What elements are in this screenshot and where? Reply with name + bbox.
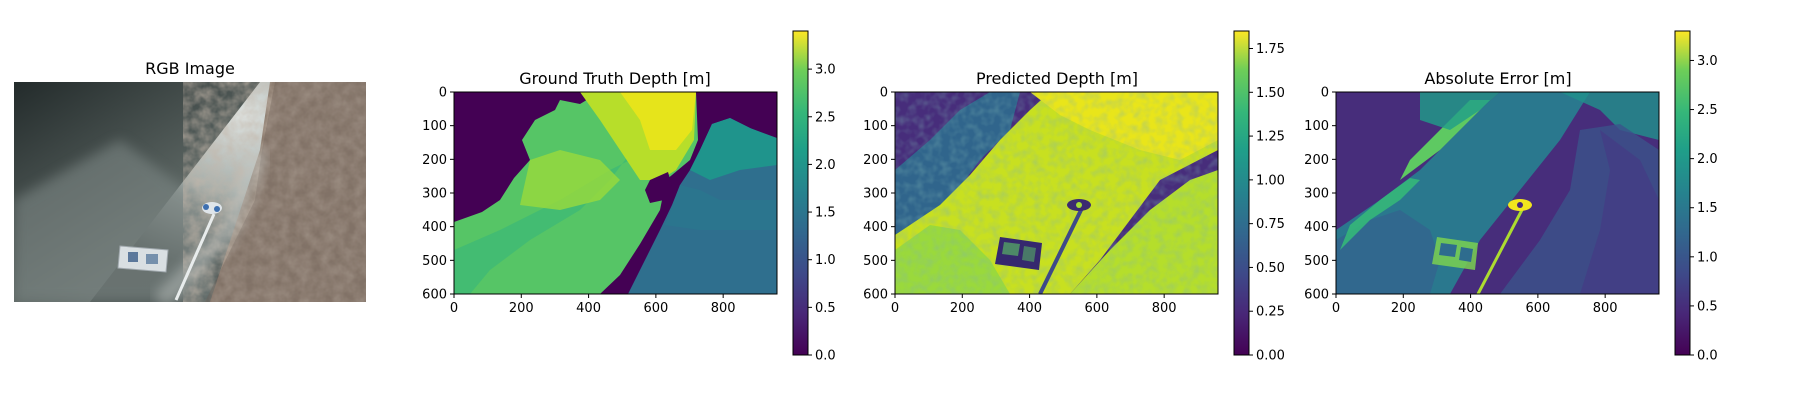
ground-truth-colorbar-tick-label: 2.0 [815, 158, 836, 173]
ground-truth-x-tick-label: 0 [450, 301, 458, 316]
predicted-y-tick-label: 600 [863, 288, 888, 303]
ground-truth-colorbar-tick-label: 2.5 [815, 110, 836, 125]
error-colorbar-tick-label: 1.0 [1697, 250, 1718, 265]
ground-truth-colorbar-tick-label: 1.5 [815, 206, 836, 221]
ground-truth-y-tick-label: 500 [422, 254, 447, 269]
predicted-colorbar-tick-label: 1.50 [1256, 86, 1285, 101]
error-colorbar-tick-label: 0.0 [1697, 349, 1718, 364]
predicted-y-tick-label: 400 [863, 220, 888, 235]
predicted-heatmap [895, 92, 1218, 294]
error-y-tick-label: 100 [1304, 119, 1329, 134]
error-x-tick-label: 600 [1525, 301, 1550, 316]
ground-truth-colorbar-tick-label: 3.0 [815, 63, 836, 78]
rgb-image-title: RGB Image [145, 59, 235, 78]
ground-truth-y-tick-label: 300 [422, 187, 447, 202]
ground-truth-colorbar-tick-label: 0.0 [815, 349, 836, 364]
ground-truth-x-tick-label: 400 [576, 301, 601, 316]
ground-truth-y-tick-label: 0 [439, 86, 447, 101]
predicted-colorbar [1233, 30, 1250, 356]
ground-truth-colorbar [792, 30, 809, 356]
ground-truth-y-tick-label: 400 [422, 220, 447, 235]
error-x-tick-label: 0 [1332, 301, 1340, 316]
error-y-tick-label: 0 [1321, 86, 1329, 101]
predicted-colorbar-tick-label: 0.00 [1256, 349, 1285, 364]
error-y-tick-label: 500 [1304, 254, 1329, 269]
predicted-y-tick-label: 500 [863, 254, 888, 269]
ground-truth-title: Ground Truth Depth [m] [519, 69, 710, 88]
error-colorbar [1674, 30, 1691, 356]
predicted-colorbar-tick-label: 1.25 [1256, 130, 1285, 145]
predicted-colorbar-tick-label: 0.25 [1256, 305, 1285, 320]
error-y-tick-label: 400 [1304, 220, 1329, 235]
predicted-x-tick-label: 0 [891, 301, 899, 316]
predicted-x-tick-label: 400 [1017, 301, 1042, 316]
predicted-x-tick-label: 600 [1084, 301, 1109, 316]
predicted-panel: Predicted Depth [m] 0 200 400 600 800 0 100 200… [863, 30, 1285, 364]
predicted-title: Predicted Depth [m] [976, 69, 1138, 88]
predicted-y-tick-label: 0 [880, 86, 888, 101]
error-x-tick-label: 800 [1593, 301, 1618, 316]
error-colorbar-tick-label: 2.0 [1697, 152, 1718, 167]
ground-truth-colorbar-tick-label: 0.5 [815, 301, 836, 316]
ground-truth-heatmap [454, 92, 777, 294]
ground-truth-x-tick-label: 800 [711, 301, 736, 316]
predicted-y-tick-label: 200 [863, 153, 888, 168]
predicted-colorbar-tick-label: 1.75 [1256, 42, 1285, 57]
predicted-x-tick-label: 800 [1152, 301, 1177, 316]
predicted-y-tick-label: 300 [863, 187, 888, 202]
error-title: Absolute Error [m] [1424, 69, 1571, 88]
predicted-y-tick-label: 100 [863, 119, 888, 134]
error-panel: Absolute Error [m] 0 200 400 600 800 0 100 200 3… [1304, 30, 1718, 364]
rgb-image [14, 82, 366, 302]
error-colorbar-tick-label: 3.0 [1697, 54, 1718, 69]
ground-truth-y-tick-label: 200 [422, 153, 447, 168]
predicted-colorbar-tick-label: 0.50 [1256, 261, 1285, 276]
error-y-tick-label: 200 [1304, 153, 1329, 168]
ground-truth-colorbar-tick-label: 1.0 [815, 253, 836, 268]
error-y-tick-label: 300 [1304, 187, 1329, 202]
ground-truth-x-tick-label: 600 [643, 301, 668, 316]
predicted-x-tick-label: 200 [950, 301, 975, 316]
predicted-colorbar-tick-label: 1.00 [1256, 173, 1285, 188]
rgb-image-panel: RGB Image [14, 59, 366, 302]
ground-truth-panel: Ground Truth Depth [m] 0 200 400 600 800 0 100… [422, 30, 836, 364]
error-x-tick-label: 200 [1391, 301, 1416, 316]
error-colorbar-tick-label: 2.5 [1697, 103, 1718, 118]
predicted-colorbar-tick-label: 0.75 [1256, 217, 1285, 232]
ground-truth-y-tick-label: 600 [422, 288, 447, 303]
error-heatmap [1336, 92, 1659, 294]
error-y-tick-label: 600 [1304, 288, 1329, 303]
error-colorbar-tick-label: 0.5 [1697, 299, 1718, 314]
error-x-tick-label: 400 [1458, 301, 1483, 316]
ground-truth-x-tick-label: 200 [509, 301, 534, 316]
error-colorbar-tick-label: 1.5 [1697, 201, 1718, 216]
ground-truth-y-tick-label: 100 [422, 119, 447, 134]
